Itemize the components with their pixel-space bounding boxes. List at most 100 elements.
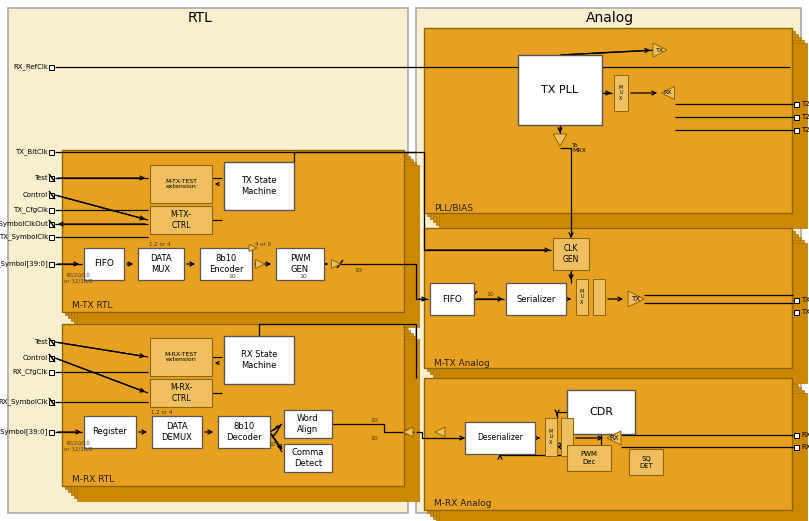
Bar [49,65,54,69]
Bar [65,153,407,315]
Text: RX_Symbol[39:0]: RX_Symbol[39:0] [0,429,48,436]
Bar [150,165,212,203]
Bar [430,283,474,315]
Text: TX: TX [632,296,641,302]
Text: 40/20/10
or 32/16/8: 40/20/10 or 32/16/8 [64,272,92,283]
Bar [224,336,294,384]
Text: Register: Register [92,428,128,437]
Text: M-TX-
CTRL: M-TX- CTRL [171,210,192,230]
Text: M-RX RTL: M-RX RTL [72,476,114,485]
Bar [439,393,807,521]
Bar [49,221,54,227]
Polygon shape [403,427,413,437]
Text: Analog: Analog [586,11,634,25]
Text: TX_BitClk: TX_BitClk [15,148,48,155]
Bar [567,390,635,434]
Bar [430,34,798,219]
Bar [430,384,798,516]
Text: T2_DIGRFEN(optinal): T2_DIGRFEN(optinal) [801,127,809,133]
Text: T2_REFCLK(optinal): T2_REFCLK(optinal) [801,101,809,107]
Bar [276,248,324,280]
Bar [77,339,419,501]
Bar [84,248,124,280]
Bar [576,279,588,315]
Polygon shape [435,427,445,437]
Text: Control: Control [23,192,48,198]
Bar [68,330,410,492]
Polygon shape [662,86,675,100]
Bar [284,444,332,472]
Text: 40/20/10
or 32/16/8: 40/20/10 or 32/16/8 [64,441,92,451]
Bar [506,283,566,315]
Bar [74,336,416,498]
Bar [49,150,54,155]
Bar [49,176,54,180]
Bar [150,206,212,234]
Text: 10: 10 [228,275,236,279]
Bar [49,262,54,267]
Bar [62,324,404,486]
Text: M-TX RTL: M-TX RTL [72,302,112,311]
Text: TX_CfgClk: TX_CfgClk [13,207,48,214]
Bar [427,31,795,216]
Bar [424,378,792,510]
Bar [224,162,294,210]
Text: Word
Align: Word Align [297,414,319,433]
Text: 8b10
Encoder: 8b10 Encoder [209,254,244,274]
Polygon shape [628,291,644,307]
Text: 10: 10 [486,292,493,296]
Bar [424,28,792,213]
Text: DATA
MUX: DATA MUX [150,254,172,274]
Text: M
U
X: M U X [619,85,623,101]
Text: RX: RX [663,91,672,95]
Text: 10: 10 [371,436,378,440]
Text: M-TX-TEST
extension: M-TX-TEST extension [165,179,197,190]
Text: 10: 10 [299,275,307,279]
Bar [433,237,801,377]
Bar [427,381,795,513]
Bar [49,192,54,197]
Text: TX: TX [656,47,664,53]
Text: CLK
GEN: CLK GEN [563,244,579,264]
Polygon shape [607,431,621,445]
Bar [794,102,799,106]
Bar [424,228,792,368]
Bar [218,416,270,448]
Bar [49,340,54,344]
Text: Deserializer: Deserializer [477,433,523,442]
Bar [794,432,799,438]
Text: M-TX Analog: M-TX Analog [434,358,489,367]
Text: M
U
X: M U X [580,289,584,305]
Bar [794,128,799,132]
Text: RTL: RTL [188,11,213,25]
Text: 8b10
Decoder: 8b10 Decoder [227,423,262,442]
Bar [49,234,54,240]
Bar [436,40,804,225]
Text: RX_CfgClk: RX_CfgClk [12,369,48,375]
Text: PWM
Dec: PWM Dec [581,452,598,465]
Bar [138,248,184,280]
Bar [49,429,54,435]
Polygon shape [553,134,567,146]
Bar [49,355,54,361]
Polygon shape [249,244,257,252]
Bar [436,390,804,521]
Text: TX_Symbol[39:0]: TX_Symbol[39:0] [0,260,48,267]
Bar [150,338,212,376]
Text: 1,2 or 4: 1,2 or 4 [150,242,171,246]
Text: M-RX-
CTRL: M-RX- CTRL [170,383,193,403]
Text: RX_SymbolClk: RX_SymbolClk [0,399,48,405]
Bar [545,418,557,456]
Text: M-RX Analog: M-RX Analog [434,500,492,508]
Bar [152,416,202,448]
Text: TX_SymbolClkOut: TX_SymbolClkOut [0,220,48,227]
Text: Comma
Detect: Comma Detect [292,448,324,468]
Text: PWM
GEN: PWM GEN [290,254,311,274]
Bar [794,297,799,303]
Text: Serializer: Serializer [516,294,556,304]
Bar [430,234,798,374]
Text: To
MRX: To MRX [572,143,586,153]
Text: 10: 10 [268,441,276,446]
Bar [433,387,801,519]
Bar [8,8,408,513]
